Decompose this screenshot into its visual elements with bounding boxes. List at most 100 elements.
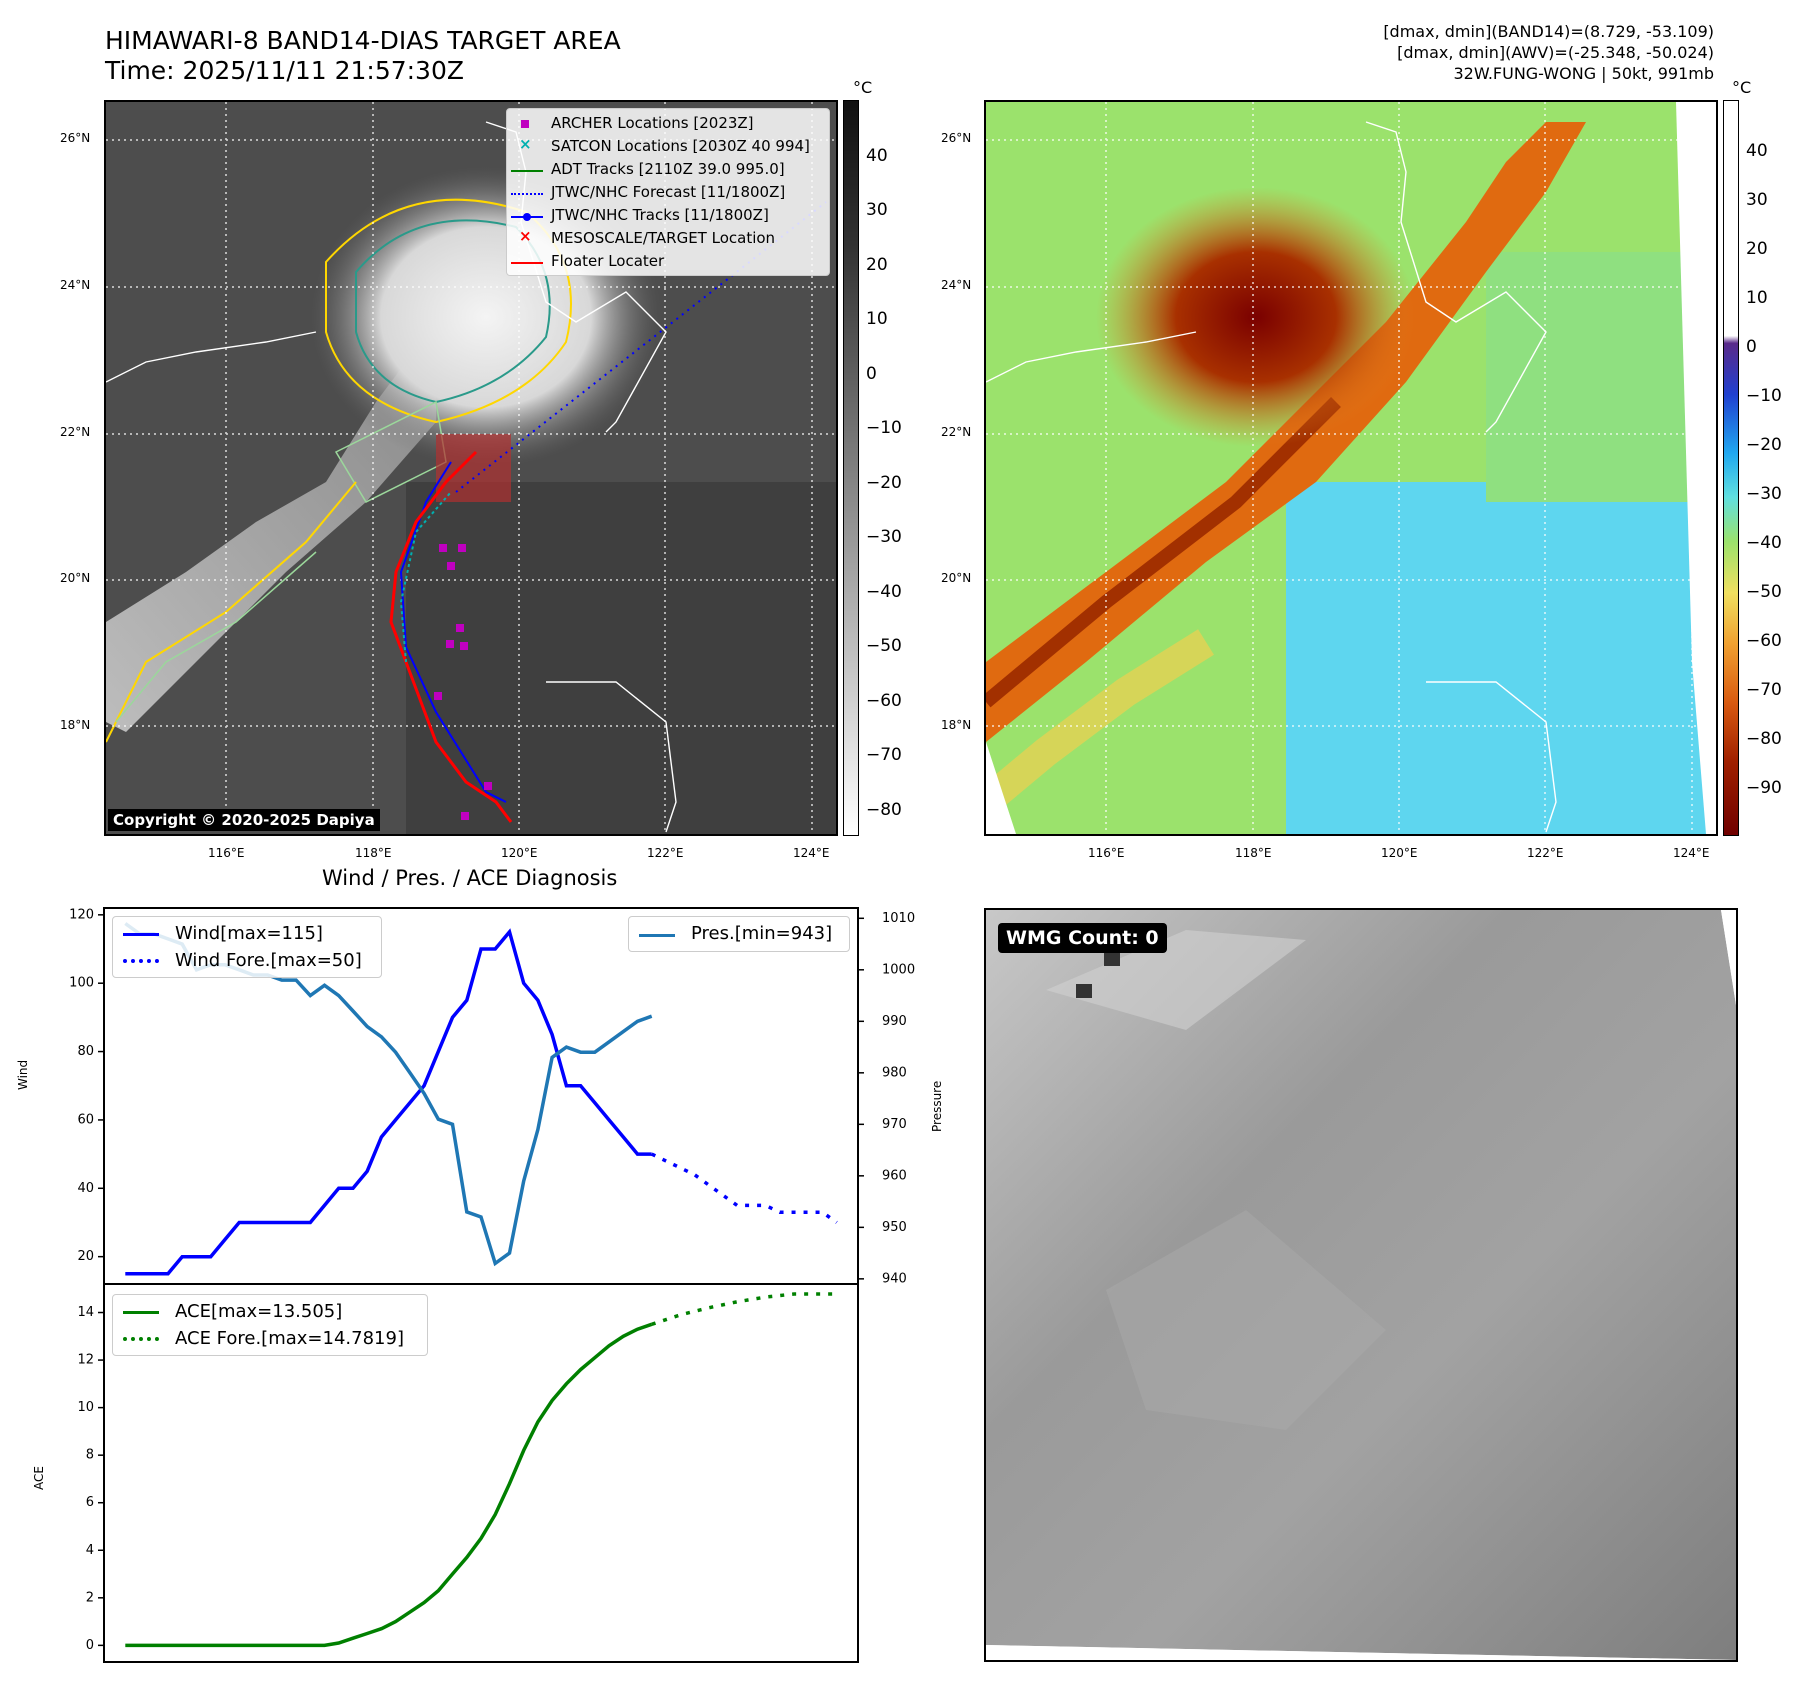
dmax-band14: [dmax, dmin](BAND14)=(8.729, -53.109)	[1383, 22, 1714, 41]
line-marker-icon	[511, 170, 543, 172]
solid-line-icon	[123, 933, 159, 936]
square-marker-icon	[521, 120, 529, 128]
wind-tick-label: 100	[69, 976, 94, 991]
diagnosis-title: Wind / Pres. / ACE Diagnosis	[322, 866, 618, 890]
colorbar-tick: −40	[1746, 533, 1782, 553]
dmax-awv: [dmax, dmin](AWV)=(-25.348, -50.024)	[1397, 43, 1714, 62]
colorbar-tick: −60	[866, 691, 902, 711]
colorbar-unit-right: °C	[1732, 78, 1752, 97]
lat-label-20n: 20°N	[941, 571, 972, 585]
colorbar-tick: 20	[1746, 239, 1768, 259]
ace-tick-label: 2	[86, 1590, 94, 1605]
colorbar-tick: −30	[1746, 484, 1782, 504]
map-legend: ARCHER Locations [2023Z] × SATCON Locati…	[506, 108, 830, 276]
ace-tick-label: 14	[77, 1305, 94, 1320]
x-marker-icon: ×	[519, 227, 532, 245]
colorbar-tick: −80	[866, 800, 902, 820]
lon-label-122e: 122°E	[647, 846, 684, 860]
pressure-tick-label: 980	[882, 1065, 907, 1080]
colorbar-tick: 40	[1746, 141, 1768, 161]
lon-label-124e: 124°E	[793, 846, 830, 860]
awv-map-image	[986, 102, 1716, 834]
lat-label-22n: 22°N	[60, 425, 91, 439]
colorbar-tick: −20	[866, 473, 902, 493]
legend-label: ARCHER Locations [2023Z]	[551, 114, 754, 132]
lat-label-26n: 26°N	[941, 131, 972, 145]
pressure-tick-label: 960	[882, 1168, 907, 1183]
colorbar-tick: 10	[866, 309, 888, 329]
lon-label-122e: 122°E	[1527, 846, 1564, 860]
band14-map-image	[106, 102, 836, 834]
ace-tick-label: 12	[77, 1353, 94, 1368]
wmg-count-badge: WMG Count: 0	[998, 923, 1167, 953]
chart-ticks: 1201008060402010101000990980970960950940…	[69, 907, 915, 1653]
lat-label-20n: 20°N	[60, 571, 91, 585]
series-line-wind-0	[125, 928, 652, 1276]
ace-tick-label: 4	[86, 1543, 94, 1558]
ace-tick-label: 8	[86, 1448, 94, 1463]
wind-tick-label: 60	[77, 1112, 94, 1127]
dot-marker-icon	[523, 213, 531, 221]
line-marker-icon	[511, 262, 543, 264]
pressure-tick-label: 970	[882, 1117, 907, 1132]
legend-label: SATCON Locations [2030Z 40 994]	[551, 137, 810, 155]
colorbar-tick: 30	[1746, 190, 1768, 210]
lat-label-24n: 24°N	[60, 278, 91, 292]
colorbar-tick: 20	[866, 255, 888, 275]
colorbar-tick: 0	[866, 364, 877, 384]
pressure-tick-label: 940	[882, 1271, 907, 1286]
colorbar-tick: −70	[1746, 680, 1782, 700]
wind-tick-label: 80	[77, 1044, 94, 1059]
wind-legend: Wind[max=115] Wind Fore.[max=50]	[112, 916, 382, 978]
colorbar-tick: −30	[866, 527, 902, 547]
lon-label-120e: 120°E	[1381, 846, 1418, 860]
pressure-legend: Pres.[min=943]	[628, 916, 850, 952]
legend-label: JTWC/NHC Tracks [11/1800Z]	[551, 206, 769, 224]
copyright-badge: Copyright © 2020-2025 Dapiya	[108, 809, 380, 831]
ace-tick-label: 0	[86, 1638, 94, 1653]
legend-label: Wind[max=115]	[175, 923, 323, 944]
dotted-line-icon	[511, 193, 543, 195]
timestamp: Time: 2025/11/11 21:57:30Z	[105, 56, 464, 85]
colorbar-tick: −80	[1746, 729, 1782, 749]
solid-line-icon	[123, 1311, 159, 1314]
lon-label-124e: 124°E	[1673, 846, 1710, 860]
legend-label: MESOSCALE/TARGET Location	[551, 229, 776, 247]
wind-tick-label: 120	[69, 907, 94, 922]
lat-label-26n: 26°N	[60, 131, 91, 145]
lat-label-18n: 18°N	[60, 718, 91, 732]
lon-label-118e: 118°E	[1235, 846, 1272, 860]
pressure-tick-label: 1010	[882, 911, 915, 926]
legend-label: ADT Tracks [2110Z 39.0 995.0]	[551, 160, 785, 178]
legend-label: Pres.[min=943]	[691, 923, 833, 944]
pressure-tick-label: 1000	[882, 962, 915, 977]
colorbar-tick: −50	[866, 636, 902, 656]
colorbar-tick: −50	[1746, 582, 1782, 602]
legend-label: Wind Fore.[max=50]	[175, 950, 362, 971]
colorbar-tick: −20	[1746, 435, 1782, 455]
lon-label-118e: 118°E	[355, 846, 392, 860]
dotted-line-icon	[123, 959, 159, 963]
page-title: HIMAWARI-8 BAND14-DIAS TARGET AREA	[105, 26, 621, 55]
legend-label: Floater Locater	[551, 252, 665, 270]
storm-info: 32W.FUNG-WONG | 50kt, 991mb	[1453, 64, 1714, 83]
solid-line-icon	[639, 934, 675, 937]
x-marker-icon: ×	[519, 135, 532, 153]
lon-label-116e: 116°E	[208, 846, 245, 860]
pressure-tick-label: 950	[882, 1220, 907, 1235]
ace-tick-label: 10	[77, 1400, 94, 1415]
grayscale-colorbar	[843, 100, 859, 836]
colorbar-tick: 10	[1746, 288, 1768, 308]
wmg-panel: WMG Count: 0	[984, 908, 1738, 1662]
colorbar-tick: 0	[1746, 337, 1757, 357]
series-line-ace-1	[651, 1292, 837, 1326]
legend-label: ACE Fore.[max=14.7819]	[175, 1328, 404, 1349]
series-line-ace-0	[125, 1322, 653, 1648]
colorbar-tick: −90	[1746, 778, 1782, 798]
legend-label: ACE[max=13.505]	[175, 1301, 343, 1322]
legend-label: JTWC/NHC Forecast [11/1800Z]	[551, 183, 786, 201]
wmg-image	[986, 910, 1736, 1660]
lon-label-120e: 120°E	[501, 846, 538, 860]
colorbar-unit-left: °C	[853, 78, 873, 97]
lat-label-22n: 22°N	[941, 425, 972, 439]
